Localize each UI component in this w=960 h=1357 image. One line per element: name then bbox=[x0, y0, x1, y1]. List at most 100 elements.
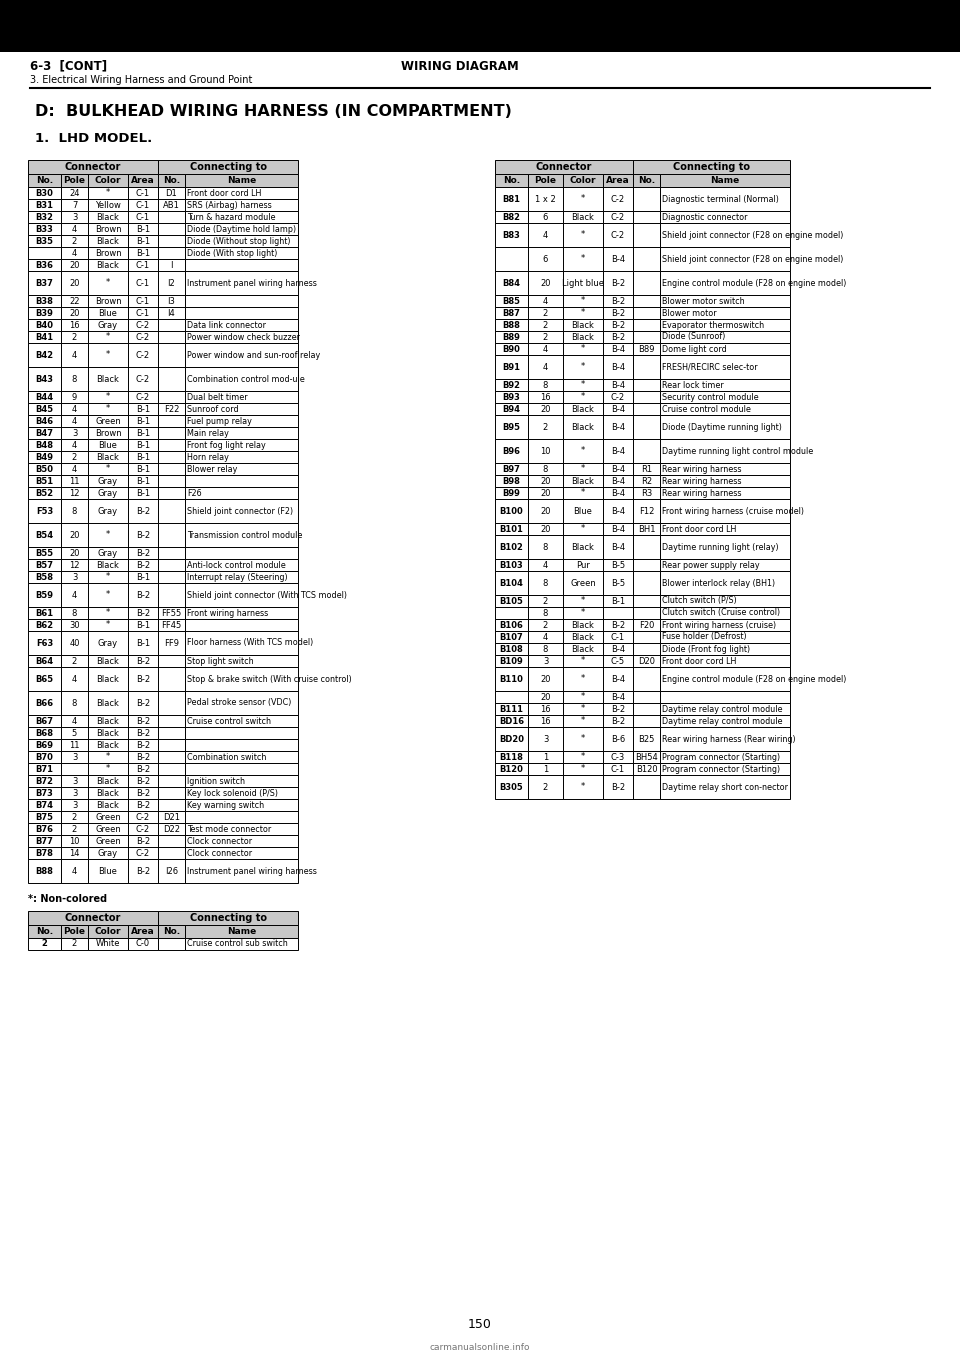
Text: 8: 8 bbox=[542, 543, 548, 551]
Text: Diode (Daytime hold lamp): Diode (Daytime hold lamp) bbox=[187, 224, 296, 233]
Bar bbox=[603, 619, 633, 631]
Bar bbox=[185, 547, 298, 559]
Text: B32: B32 bbox=[36, 213, 54, 221]
Text: B48: B48 bbox=[36, 441, 54, 449]
Text: Black: Black bbox=[571, 632, 594, 642]
Bar bbox=[61, 307, 88, 319]
Bar bbox=[495, 571, 528, 594]
Text: Black: Black bbox=[97, 741, 119, 749]
Text: C-2: C-2 bbox=[136, 813, 150, 821]
Bar bbox=[495, 307, 528, 319]
Text: F26: F26 bbox=[187, 489, 202, 498]
Text: C-2: C-2 bbox=[136, 392, 150, 402]
Text: C-2: C-2 bbox=[136, 320, 150, 330]
Text: 10: 10 bbox=[540, 446, 551, 456]
Text: C-5: C-5 bbox=[611, 657, 625, 665]
Text: Blower interlock relay (BH1): Blower interlock relay (BH1) bbox=[662, 578, 775, 588]
Bar bbox=[185, 427, 298, 440]
Text: B-2: B-2 bbox=[611, 704, 625, 714]
Text: Black: Black bbox=[97, 236, 119, 246]
Text: B70: B70 bbox=[36, 753, 54, 761]
Bar bbox=[563, 307, 603, 319]
Bar bbox=[633, 210, 660, 223]
Bar bbox=[158, 763, 185, 775]
Bar bbox=[28, 463, 61, 475]
Bar bbox=[28, 811, 61, 822]
Text: Black: Black bbox=[97, 729, 119, 737]
Bar bbox=[185, 619, 298, 631]
Text: B101: B101 bbox=[499, 525, 523, 533]
Text: 20: 20 bbox=[540, 525, 551, 533]
Bar bbox=[495, 210, 528, 223]
Text: Pole: Pole bbox=[63, 927, 85, 936]
Bar bbox=[158, 787, 185, 799]
Text: B-1: B-1 bbox=[136, 224, 150, 233]
Bar bbox=[158, 750, 185, 763]
Bar bbox=[495, 535, 528, 559]
Bar bbox=[158, 427, 185, 440]
Bar bbox=[660, 631, 790, 643]
Text: No.: No. bbox=[503, 176, 520, 185]
Text: 4: 4 bbox=[72, 224, 77, 233]
Bar bbox=[603, 571, 633, 594]
Bar bbox=[603, 499, 633, 522]
Bar bbox=[660, 463, 790, 475]
Bar bbox=[158, 859, 185, 883]
Bar bbox=[528, 607, 563, 619]
Text: *: * bbox=[581, 194, 586, 204]
Bar bbox=[528, 463, 563, 475]
Bar bbox=[563, 379, 603, 391]
Text: 2: 2 bbox=[542, 620, 548, 630]
Text: F63: F63 bbox=[36, 639, 53, 647]
Text: 4: 4 bbox=[72, 350, 77, 360]
Bar bbox=[61, 199, 88, 210]
Text: Pedal stroke sensor (VDC): Pedal stroke sensor (VDC) bbox=[187, 699, 292, 707]
Bar bbox=[563, 559, 603, 571]
Bar bbox=[528, 655, 563, 668]
Bar bbox=[158, 835, 185, 847]
Bar bbox=[660, 223, 790, 247]
Text: Fuse holder (Defrost): Fuse holder (Defrost) bbox=[662, 632, 747, 642]
Text: B93: B93 bbox=[503, 392, 520, 402]
Bar bbox=[563, 331, 603, 343]
Bar bbox=[633, 307, 660, 319]
Bar bbox=[495, 668, 528, 691]
Text: B41: B41 bbox=[36, 332, 54, 342]
Bar bbox=[563, 703, 603, 715]
Text: Gray: Gray bbox=[98, 548, 118, 558]
Text: 3: 3 bbox=[72, 753, 77, 761]
Bar bbox=[28, 223, 61, 235]
Bar bbox=[88, 727, 128, 740]
Text: *: * bbox=[106, 332, 110, 342]
Bar bbox=[495, 727, 528, 750]
Text: B-2: B-2 bbox=[611, 296, 625, 305]
Text: B-2: B-2 bbox=[136, 753, 150, 761]
Bar bbox=[28, 199, 61, 210]
Bar bbox=[528, 594, 563, 607]
Text: 4: 4 bbox=[542, 632, 548, 642]
Text: Pole: Pole bbox=[535, 176, 557, 185]
Text: C-2: C-2 bbox=[136, 825, 150, 833]
Bar bbox=[563, 187, 603, 210]
Bar bbox=[603, 775, 633, 799]
Bar bbox=[603, 475, 633, 487]
Text: 1 x 2: 1 x 2 bbox=[535, 194, 556, 204]
Bar bbox=[495, 631, 528, 643]
Text: Black: Black bbox=[97, 674, 119, 684]
Text: F22: F22 bbox=[164, 404, 180, 414]
Text: C-2: C-2 bbox=[611, 392, 625, 402]
Text: Daytime relay control module: Daytime relay control module bbox=[662, 716, 782, 726]
Bar bbox=[633, 775, 660, 799]
Text: C-1: C-1 bbox=[611, 632, 625, 642]
Bar bbox=[185, 475, 298, 487]
Text: Horn relay: Horn relay bbox=[187, 452, 228, 461]
Text: C-2: C-2 bbox=[136, 350, 150, 360]
Text: B-1: B-1 bbox=[136, 639, 150, 647]
Text: B88: B88 bbox=[503, 320, 520, 330]
Bar bbox=[61, 787, 88, 799]
Bar bbox=[660, 174, 790, 187]
Bar bbox=[28, 403, 61, 415]
Bar bbox=[88, 247, 128, 259]
Text: Connecting to: Connecting to bbox=[189, 161, 267, 172]
Text: Gray: Gray bbox=[98, 848, 118, 858]
